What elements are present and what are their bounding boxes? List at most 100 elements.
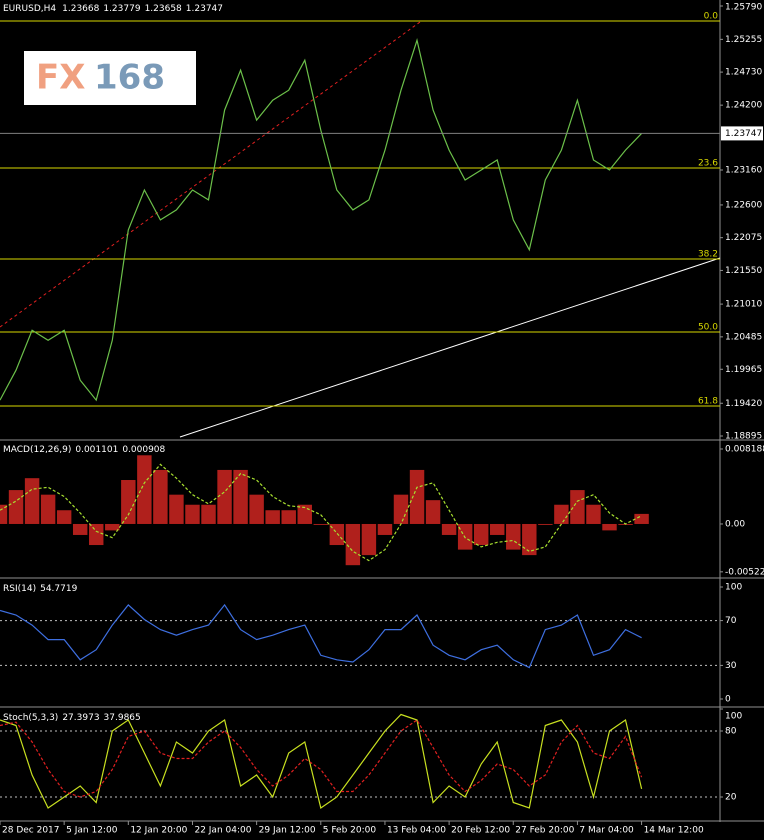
- histogram-bar: [121, 480, 136, 524]
- histogram-bar: [329, 523, 345, 546]
- low: 1.23658: [145, 4, 182, 14]
- y-tick-label: 70: [725, 616, 737, 626]
- histogram-bar: [490, 523, 505, 535]
- histogram-bar: [473, 523, 489, 546]
- y-tick-label: 1.19965: [725, 365, 762, 375]
- indicator-header: RSI(14) 54.7719: [3, 584, 78, 594]
- histogram-bar: [105, 523, 120, 531]
- y-tick-label: 100: [725, 583, 742, 593]
- histogram-bar: [265, 510, 280, 524]
- y-tick-label: 1.24200: [725, 101, 762, 111]
- series-line: [0, 719, 643, 798]
- symbol-header: EURUSD,H4 1.23668 1.23779 1.23658 1.23747: [3, 4, 223, 14]
- histogram-bar: [169, 494, 184, 524]
- x-tick-label: 14 Mar 12:00: [644, 826, 704, 836]
- symbol: EURUSD,H4: [3, 4, 56, 14]
- indicator-name: RSI(14): [3, 584, 36, 594]
- x-tick-label: 28 Dec 2017: [2, 826, 60, 836]
- histogram-bar: [8, 490, 24, 524]
- histogram-bar: [313, 523, 329, 525]
- y-tick-label: 1.25255: [725, 35, 762, 45]
- x-tick-label: 13 Feb 04:00: [387, 826, 446, 836]
- indicator-name: Stoch(5,3,3): [3, 713, 58, 723]
- histogram-bar: [281, 510, 296, 524]
- x-tick-label: 27 Feb 20:00: [515, 826, 574, 836]
- current-price-box: [721, 126, 763, 141]
- x-tick-label: 20 Feb 12:00: [451, 826, 510, 836]
- y-tick-label: 1.21010: [725, 300, 762, 310]
- histogram-bar: [233, 469, 248, 524]
- trend-line: [179, 257, 721, 438]
- y-tick-label: 20: [725, 793, 737, 803]
- indicator-value: 37.9865: [104, 713, 141, 723]
- y-tick-label: 1.20485: [725, 332, 762, 342]
- y-tick-label: 1.23160: [725, 166, 762, 176]
- indicator-value: 0.001101: [75, 445, 118, 455]
- histogram-bar: [89, 523, 104, 546]
- series-line: [0, 38, 643, 402]
- histogram-bar: [586, 504, 601, 524]
- indicator-header: MACD(12,26,9) 0.001101 0.000908: [3, 445, 166, 455]
- fib-label: 38.2: [698, 250, 718, 260]
- current-price-label: 1.23747: [725, 129, 762, 139]
- open: 1.23668: [62, 4, 99, 14]
- histogram-bar: [345, 523, 361, 566]
- y-tick-label: 1.22075: [725, 233, 762, 243]
- y-tick-label: 100: [725, 712, 742, 722]
- histogram-bar: [217, 469, 232, 524]
- histogram-bar: [634, 513, 649, 524]
- histogram-bar: [56, 510, 72, 524]
- fib-label: 50.0: [698, 322, 718, 332]
- histogram-bar: [153, 469, 168, 524]
- histogram-bar: [249, 494, 264, 524]
- series-line: [0, 603, 642, 669]
- trend-line: [0, 21, 421, 328]
- histogram-bar: [522, 523, 537, 556]
- histogram-bar: [409, 469, 425, 524]
- indicator-value: 54.7719: [40, 584, 77, 594]
- logo: FX 168: [24, 51, 196, 105]
- histogram-bar: [570, 490, 585, 524]
- x-tick-label: 22 Jan 04:00: [194, 826, 251, 836]
- series-line: [0, 463, 642, 562]
- indicator-value: 27.3973: [62, 713, 99, 723]
- x-tick-label: 7 Mar 04:00: [579, 826, 634, 836]
- x-tick-label: 29 Jan 12:00: [259, 826, 316, 836]
- y-tick-label: 80: [725, 727, 737, 737]
- indicator-name: MACD(12,26,9): [3, 445, 71, 455]
- y-tick-label: 1.18895: [725, 432, 762, 442]
- histogram-bar: [40, 494, 56, 524]
- histogram-bar: [361, 523, 377, 556]
- indicator-header: Stoch(5,3,3) 27.3973 37.9865: [3, 713, 141, 723]
- histogram-bar: [538, 523, 553, 525]
- indicator-value: 0.000908: [122, 445, 165, 455]
- y-tick-label: 0.008188: [725, 444, 764, 454]
- series-line: [0, 713, 643, 809]
- fib-label: 23.6: [698, 159, 718, 169]
- y-tick-label: -0.005226: [725, 567, 764, 577]
- histogram-bar: [185, 504, 200, 524]
- histogram-bar: [393, 494, 409, 524]
- logo-text: 168: [94, 58, 165, 98]
- histogram-bar: [506, 523, 521, 550]
- histogram-bar: [24, 478, 40, 524]
- x-tick-label: 12 Jan 20:00: [130, 826, 187, 836]
- close: 1.23747: [186, 4, 223, 14]
- fib-label: 0.0: [704, 11, 719, 21]
- high: 1.23779: [103, 4, 140, 14]
- y-tick-label: 0: [725, 695, 731, 705]
- x-tick-label: 5 Jan 12:00: [66, 826, 118, 836]
- histogram-bar: [72, 523, 88, 535]
- y-tick-label: 1.22600: [725, 200, 762, 210]
- y-tick-label: 1.19420: [725, 399, 762, 409]
- y-tick-label: 1.25790: [725, 3, 762, 13]
- histogram-bar: [137, 455, 152, 524]
- histogram-bar: [377, 523, 393, 535]
- fib-label: 61.8: [698, 397, 718, 407]
- y-tick-label: 30: [725, 661, 737, 671]
- logo-box: [24, 51, 196, 105]
- histogram-bar: [441, 523, 457, 535]
- y-tick-label: 0.00: [725, 519, 745, 529]
